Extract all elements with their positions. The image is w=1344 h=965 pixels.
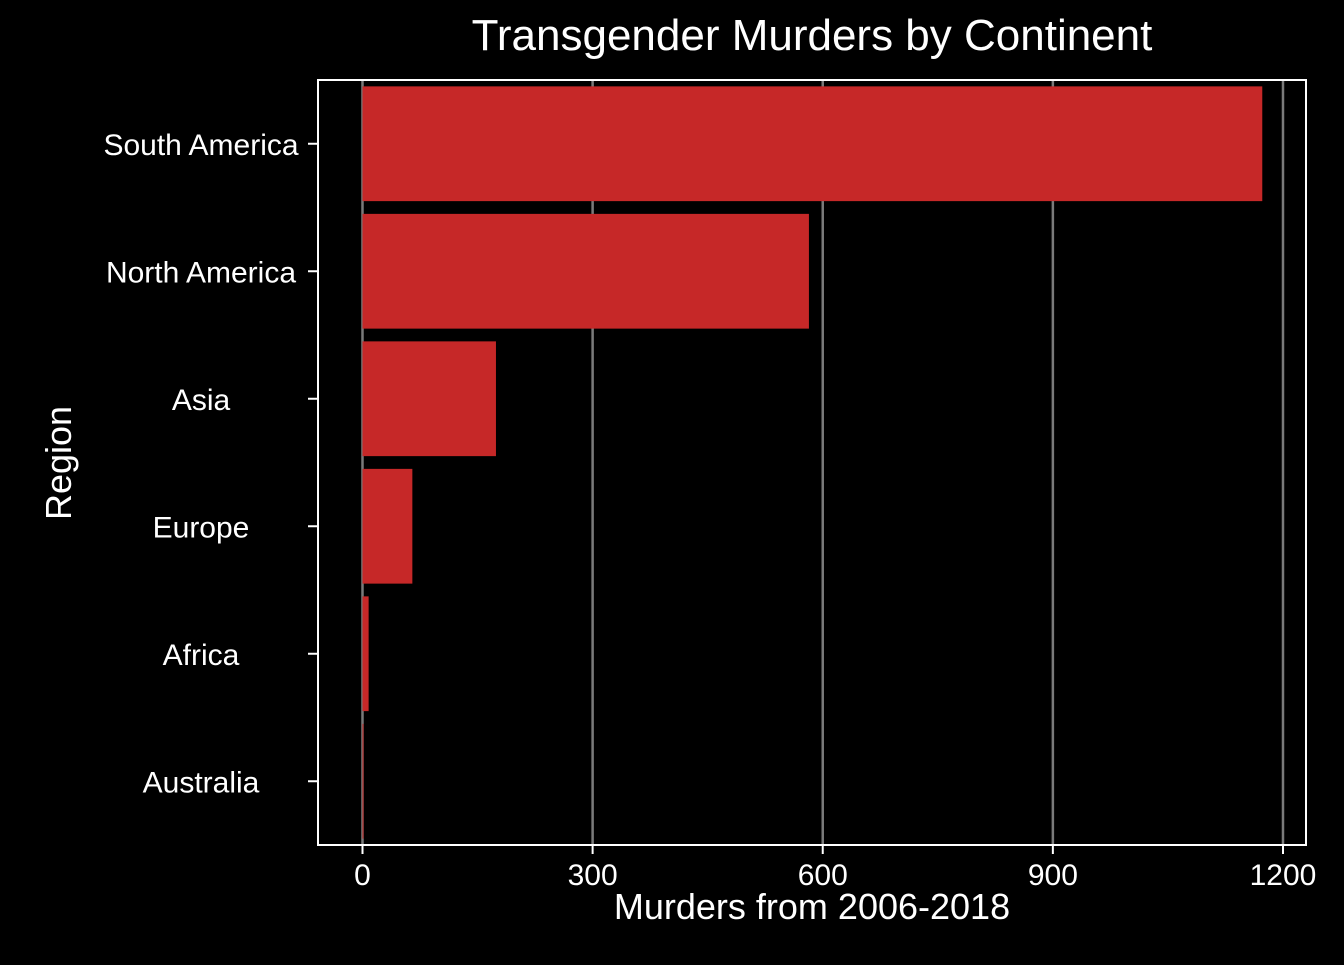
bar-asia [362,341,496,457]
y-tick-label: South America [103,129,298,162]
y-tick-label: Australia [143,766,260,799]
chart-title: Transgender Murders by Continent [472,11,1153,60]
bars [362,86,1263,839]
bar-north-america [362,213,809,329]
x-axis-ticks: 0 300 600 900 1200 [354,845,1316,892]
x-tick-label: 900 [1028,859,1078,892]
y-tick-label: Africa [163,639,240,672]
bar-australia [362,723,364,839]
bar-europe [362,468,413,584]
grid-lines [361,80,1285,845]
y-axis-label: Region [38,406,79,520]
x-tick-label: 0 [354,859,371,892]
x-tick-label: 1200 [1250,859,1317,892]
y-tick-label: Asia [172,384,231,417]
x-tick-label: 300 [568,859,618,892]
bar-south-america [362,86,1263,202]
bar-africa [362,596,369,712]
y-axis-ticks: South America North America Asia Europe Afri… [103,129,318,799]
y-tick-label: Europe [153,511,250,544]
x-tick-label: 600 [798,859,848,892]
y-tick-label: North America [106,256,296,289]
x-axis-label: Murders from 2006-2018 [614,886,1010,927]
plot-frame [317,79,1307,846]
